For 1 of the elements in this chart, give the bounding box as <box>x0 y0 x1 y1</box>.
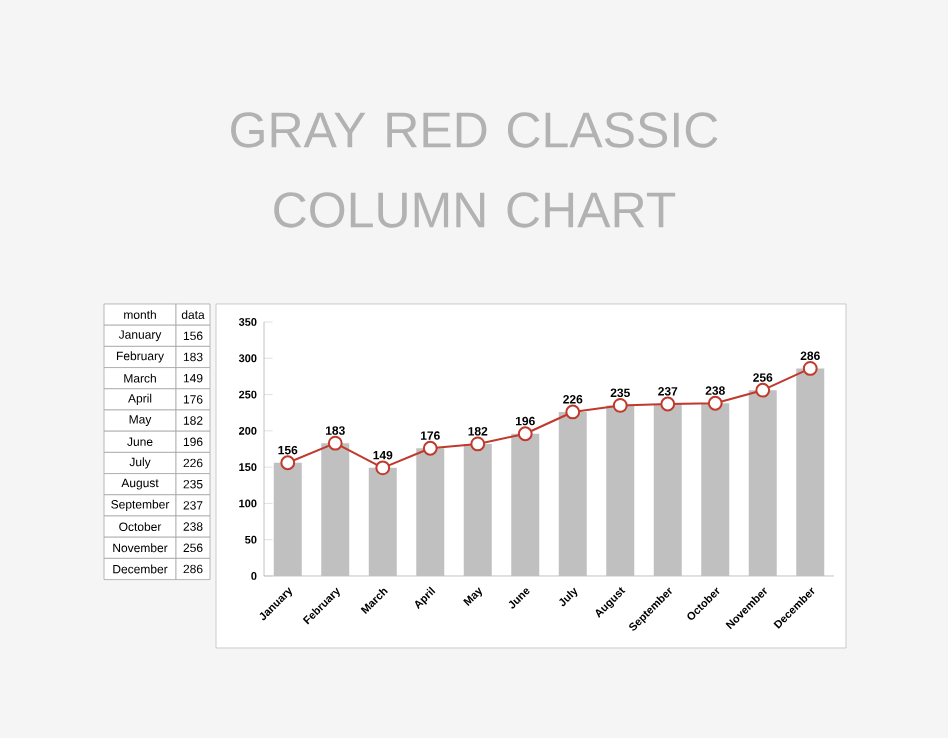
chart-title: GRAY RED CLASSIC COLUMN CHART <box>231 112 718 228</box>
